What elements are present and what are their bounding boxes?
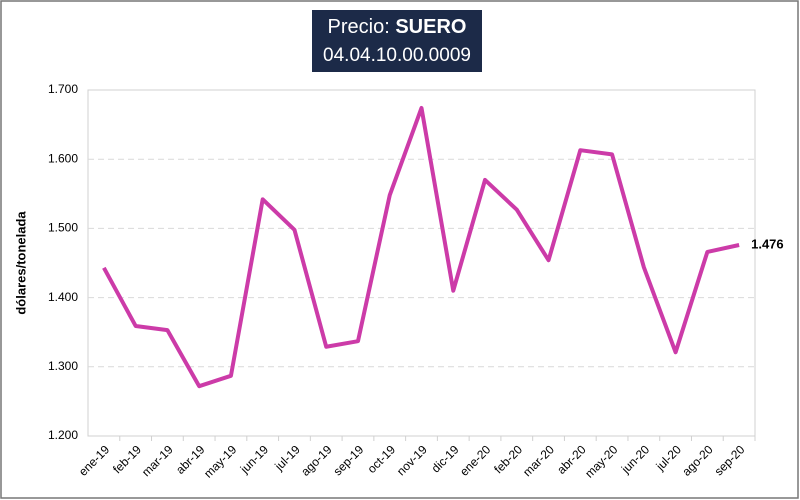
title-text: Precio: [328, 16, 390, 38]
chart-title: Precio: SUERO [328, 16, 467, 38]
title-box [312, 10, 482, 72]
y-tick-label: 1.700 [48, 82, 78, 96]
chart-subtitle: 04.04.10.00.0009 [323, 45, 471, 66]
plot-area [87, 89, 756, 437]
title-emphasis: SUERO [395, 16, 466, 38]
y-tick-label: 1.500 [48, 221, 78, 235]
y-tick-label: 1.200 [48, 428, 78, 442]
y-tick-label: 1.300 [48, 359, 78, 373]
y-axis-title: dólares/tonelada [13, 211, 28, 315]
value-label: 1.476 [751, 236, 784, 251]
y-tick-label: 1.400 [48, 290, 78, 304]
series-line [102, 105, 740, 389]
y-tick-label: 1.600 [48, 151, 78, 165]
